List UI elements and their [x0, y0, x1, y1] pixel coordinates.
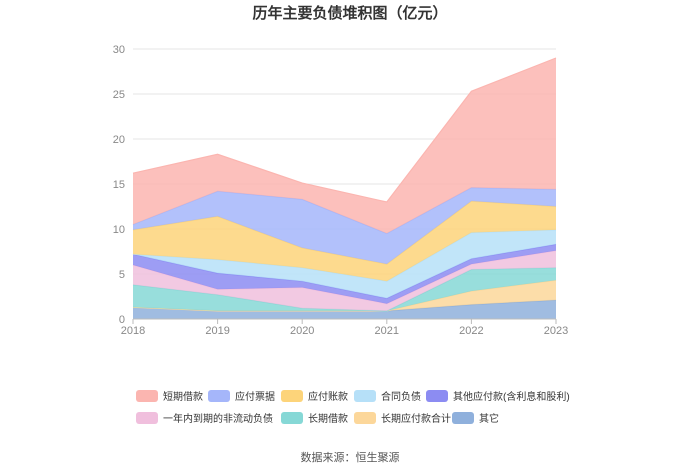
legend-label: 应付账款 — [308, 392, 348, 403]
legend-label: 一年内到期的非流动负债 — [163, 414, 273, 425]
area-series-2 — [133, 267, 556, 311]
x-tick-label: 2020 — [290, 325, 314, 337]
legend-label: 其它 — [479, 414, 499, 425]
area-series-1 — [133, 280, 556, 311]
y-tick-label: 0 — [119, 314, 125, 326]
legend-swatch — [452, 411, 474, 424]
area-series-8 — [133, 58, 556, 234]
x-tick-label: 2022 — [459, 325, 483, 337]
y-tick-label: 30 — [113, 44, 125, 56]
legend-label: 其他应付款(含利息和股利) — [453, 392, 570, 403]
legend-swatch — [426, 389, 448, 402]
y-tick-label: 5 — [119, 269, 125, 281]
legend-item[interactable]: 短期借款 — [136, 388, 203, 403]
area-series-7 — [133, 187, 556, 265]
legend-swatch — [208, 389, 230, 402]
chart-title: 历年主要负债堆积图（亿元） — [252, 5, 448, 22]
legend-item[interactable]: 长期借款 — [281, 410, 348, 425]
legend-item[interactable]: 应付票据 — [208, 388, 275, 403]
legend-label: 长期应付款合计 — [381, 414, 451, 425]
legend-swatch — [354, 389, 376, 402]
y-tick-label: 25 — [113, 89, 125, 101]
legend-swatch — [136, 411, 158, 424]
legend-item[interactable]: 应付账款 — [281, 388, 348, 403]
area-line-series-8 — [132, 57, 557, 203]
legend-label: 合同负债 — [381, 392, 421, 403]
area-layer — [132, 57, 557, 319]
data-source-note: 数据来源：恒生聚源 — [300, 452, 400, 464]
y-tick-label: 20 — [113, 134, 125, 146]
area-series-5 — [133, 229, 556, 299]
area-series-0 — [133, 300, 556, 319]
x-tick-label: 2019 — [205, 325, 229, 337]
legend-item[interactable]: 其它 — [452, 410, 499, 425]
legend-label: 短期借款 — [163, 392, 203, 403]
legend-item[interactable]: 合同负债 — [354, 388, 421, 403]
legend-swatch — [281, 411, 303, 424]
legend-swatch — [354, 411, 376, 424]
area-series-3 — [133, 250, 556, 311]
legend-item[interactable]: 其他应付款(含利息和股利) — [426, 388, 570, 403]
axis-layer: 0 5 10 15 20 25 30 2018 2019 2020 2021 2022 2023 — [113, 44, 568, 337]
area-series-6 — [133, 201, 556, 282]
legend-swatch — [281, 389, 303, 402]
legend-item[interactable]: 长期应付款合计 — [354, 410, 451, 425]
x-tick-label: 2023 — [544, 325, 568, 337]
legend-label: 应付票据 — [235, 392, 275, 403]
area-series-4 — [133, 244, 556, 304]
legend-item[interactable]: 一年内到期的非流动负债 — [136, 410, 273, 425]
legend-label: 长期借款 — [308, 414, 348, 425]
x-tick-label: 2021 — [375, 325, 399, 337]
y-tick-label: 15 — [113, 179, 125, 191]
y-tick-label: 10 — [113, 224, 125, 236]
x-tick-label: 2018 — [121, 325, 145, 337]
legend-swatch — [136, 389, 158, 402]
